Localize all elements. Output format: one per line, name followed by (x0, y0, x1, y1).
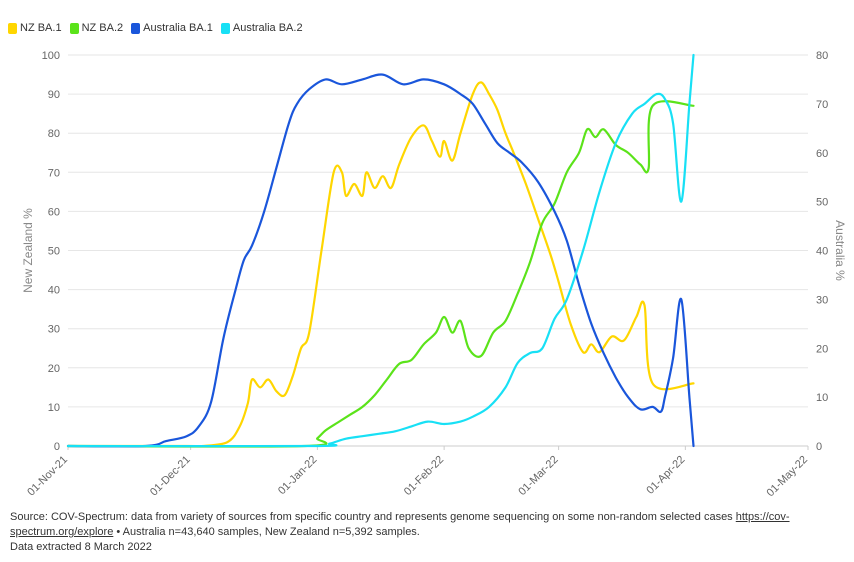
source-suffix: • Australia n=43,640 samples, New Zealan… (113, 526, 420, 538)
legend-label: Australia BA.1 (143, 22, 213, 34)
series-line-australia-ba-1 (66, 73, 695, 448)
y-right-tick-label: 10 (816, 392, 828, 404)
legend: NZ BA.1 NZ BA.2 Australia BA.1 Australia BA… (8, 22, 303, 34)
x-tick-label: 01-Jan-22 (276, 454, 320, 498)
legend-swatch (8, 22, 17, 34)
y-left-tick-label: 70 (48, 167, 60, 179)
y-right-tick-label: 20 (816, 343, 828, 355)
series-line-nz-ba-1 (66, 81, 695, 448)
series-line-australia-ba-2 (66, 53, 695, 448)
y-right-axis-title: Australia % (833, 220, 847, 281)
y-right-tick-label: 0 (816, 441, 822, 453)
source-prefix: Source: COV-Spectrum: data from variety … (10, 511, 736, 523)
x-tick-label: 01-Nov-21 (25, 454, 70, 499)
y-left-axis-title: New Zealand % (21, 208, 35, 293)
x-tick-label: 01-Feb-22 (402, 454, 446, 498)
footer: Source: COV-Spectrum: data from variety … (10, 510, 840, 555)
x-tick-label: 01-Apr-22 (644, 454, 687, 497)
series-line-nz-ba-2 (66, 100, 695, 448)
y-left-tick-label: 10 (48, 402, 60, 414)
x-tick-label: 01-Dec-21 (148, 454, 193, 499)
y-right-tick-label: 40 (816, 246, 828, 258)
y-left-tick-label: 60 (48, 206, 60, 218)
y-left-tick-label: 100 (42, 50, 60, 62)
y-right-tick-label: 80 (816, 50, 828, 62)
y-left-tick-label: 50 (48, 246, 60, 258)
y-left-tick-label: 0 (54, 441, 60, 453)
source-note: Source: COV-Spectrum: data from variety … (10, 510, 840, 540)
legend-label: Australia BA.2 (232, 22, 303, 34)
y-left-tick-label: 80 (48, 128, 60, 140)
y-right-tick-label: 50 (816, 197, 828, 209)
legend-item[interactable]: Australia BA.2 (220, 22, 303, 34)
y-right-tick-label: 70 (816, 99, 828, 111)
x-tick-label: 01-May-22 (764, 454, 810, 500)
legend-swatch (220, 22, 230, 34)
y-left-tick-label: 40 (48, 285, 60, 297)
legend-swatch (69, 22, 79, 34)
legend-item[interactable]: NZ BA.1 (8, 22, 62, 34)
chart-svg: 0 10 20 30 40 50 60 70 80 90 100 0 10 20 30 40 50 60 70 80 0… (21, 50, 847, 500)
y-left-tick-label: 90 (48, 89, 60, 101)
x-tick-label: 01-Mar-22 (516, 454, 560, 498)
y-left-tick-label: 30 (48, 324, 60, 336)
legend-label: NZ BA.2 (81, 22, 124, 34)
y-right-tick-label: 30 (816, 294, 828, 306)
y-left-tick-label: 20 (48, 363, 60, 375)
extraction-date: Data extracted 8 March 2022 (10, 541, 152, 553)
legend-label: NZ BA.1 (20, 22, 62, 34)
source-link[interactable]: https://cov-spectrum.org/explore (10, 511, 790, 538)
legend-item[interactable]: Australia BA.1 (131, 22, 213, 34)
y-right-tick-label: 60 (816, 148, 828, 160)
legend-swatch (131, 22, 141, 34)
legend-item[interactable]: NZ BA.2 (69, 22, 124, 34)
